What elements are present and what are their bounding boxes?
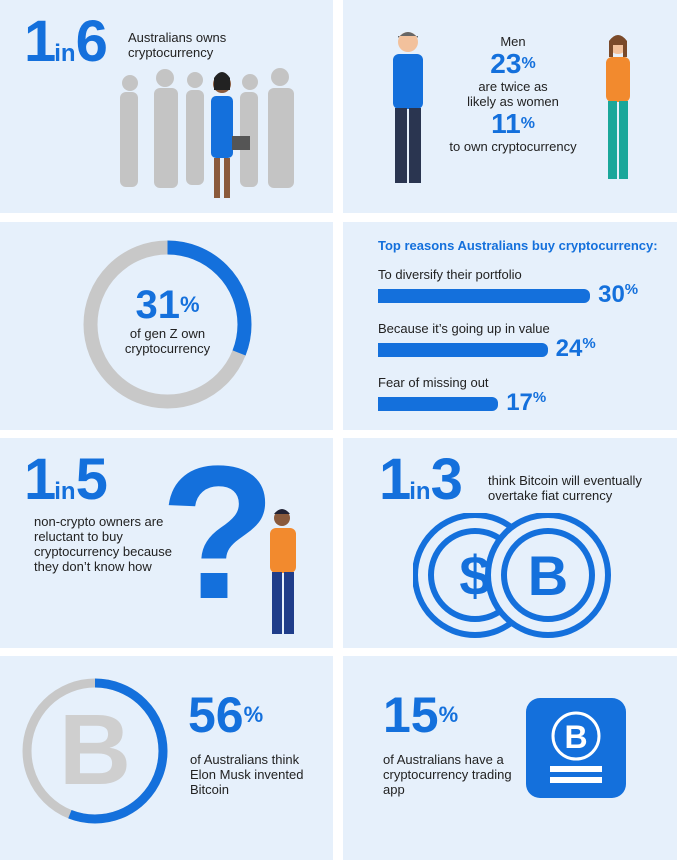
value-number: 24 (555, 335, 583, 362)
stat-1-in-6: 1in6 (24, 8, 108, 75)
stat-text: think Bitcoin will eventually overtake f… (488, 473, 642, 503)
pct-sign: % (438, 702, 459, 727)
stat-text: of Australians have a cryptocurrency tra… (383, 752, 512, 797)
panel-top-reasons: Top reasons Australians buy cryptocurren… (343, 222, 677, 430)
bitcoin-ring-chart: B (22, 678, 168, 824)
ring-fill (83, 240, 252, 409)
reason-value: 24% (556, 335, 596, 363)
svg-text:B: B (528, 544, 568, 607)
gen-z-stat: 31% of gen Z own cryptocurrency (100, 284, 235, 356)
stat-in: in (409, 478, 431, 505)
panel-gen-z: 31% of gen Z own cryptocurrency (0, 222, 333, 430)
stat-num: 1 (24, 9, 56, 74)
coins-illustration: $ B (413, 513, 611, 638)
panel-1-in-5: 1in5 non-crypto owners are reluctant to … (0, 438, 333, 648)
women-value: 11 (491, 108, 521, 139)
panel-gender: Men 23% are twice as likely as women 11%… (343, 0, 677, 213)
ring-fill (22, 678, 168, 824)
stat-text: of gen Z own cryptocurrency (124, 326, 211, 356)
crowd-illustration-icon (120, 68, 294, 198)
value-number: 30 (598, 281, 625, 308)
question-mark-icon: ? (160, 427, 277, 639)
bottom-text: to own cryptocurrency (449, 139, 577, 154)
pct-sign: % (582, 335, 596, 352)
gen-z-ring-chart (83, 240, 252, 409)
panel-elon-musk: B 56% of Australians think Elon Musk inv… (0, 656, 333, 860)
panel-trading-app: 15% of Australians have a cryptocurrency… (343, 656, 677, 860)
stat-text: non-crypto owners are reluctant to buy c… (34, 514, 173, 574)
reason-label: Fear of missing out (378, 375, 489, 390)
stat-num: 5 (75, 447, 108, 512)
reason-bar (378, 289, 591, 303)
pct-sign: % (624, 281, 639, 298)
value-number: 17 (506, 389, 533, 416)
stat-in: in (54, 478, 76, 505)
stat-num: 1 (24, 447, 56, 512)
stat-value: 56 (188, 687, 244, 743)
app-stat: 15% (383, 688, 458, 742)
trading-app-icon: B (526, 698, 626, 798)
stat-num: 1 (379, 447, 411, 512)
elon-stat: 56% (188, 688, 263, 742)
stat-text: Australians owns cryptocurrency (128, 30, 227, 60)
reason-bar (378, 343, 548, 357)
reason-bar (378, 397, 499, 411)
man-figure-icon (393, 32, 423, 183)
reasons-title: Top reasons Australians buy cryptocurren… (378, 238, 658, 253)
panel-1-in-6: 1in6 Australians owns cryptocurrency (0, 0, 333, 213)
pct-sign: % (243, 702, 264, 727)
reason-value: 17% (506, 389, 546, 417)
middle-text: are twice as likely as women (467, 79, 559, 109)
stat-value: 31 (135, 283, 180, 327)
stat-in: in (54, 40, 76, 67)
gender-stat: Men 23% are twice as likely as women 11%… (443, 34, 583, 154)
pct-sign: % (520, 115, 535, 132)
bitcoin-icon: B (564, 719, 587, 755)
stat-num: 6 (75, 9, 108, 74)
pct-sign: % (532, 389, 547, 406)
woman-figure-icon (606, 35, 630, 179)
stat-1-in-3: 1in3 (379, 446, 463, 513)
stat-num: 3 (430, 447, 463, 512)
bitcoin-coin-icon: B (485, 513, 611, 638)
men-label: Men (500, 34, 526, 49)
pct-sign: % (521, 55, 536, 72)
reason-label: To diversify their portfolio (378, 267, 522, 282)
reason-label: Because it’s going up in value (378, 321, 550, 336)
panel-1-in-3: 1in3 think Bitcoin will eventually overt… (343, 438, 677, 648)
stat-text: of Australians think Elon Musk invented … (190, 752, 304, 797)
person-thinking-icon (270, 509, 296, 634)
pct-sign: % (179, 292, 200, 317)
reason-value: 30% (598, 281, 638, 309)
men-value: 23 (490, 48, 522, 79)
stat-value: 15 (383, 687, 439, 743)
bitcoin-icon: B (59, 694, 131, 806)
stat-1-in-5: 1in5 (24, 446, 108, 513)
